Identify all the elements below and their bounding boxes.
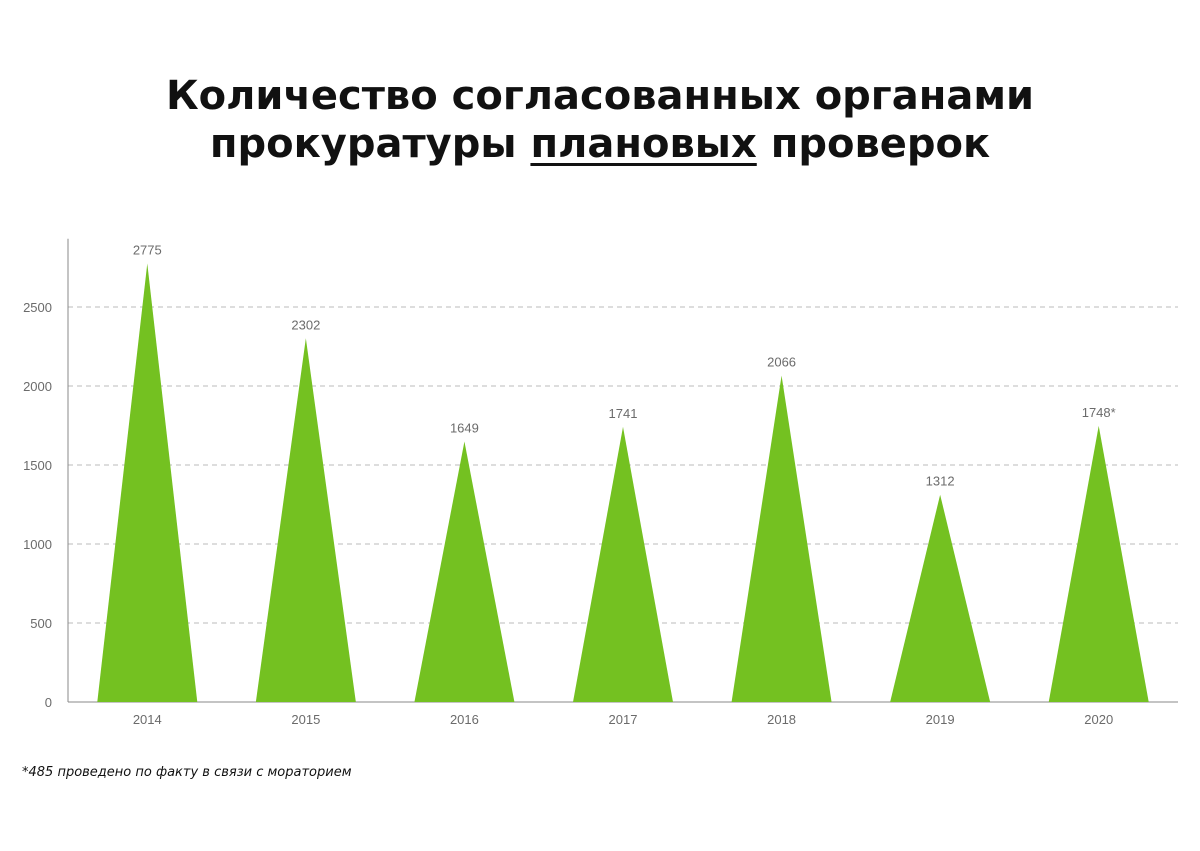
x-tick-label: 2015 — [291, 712, 320, 727]
triangle-bar-2015 — [255, 338, 356, 702]
triangle-bar-2017 — [573, 426, 673, 702]
x-tick-label: 2020 — [1084, 712, 1113, 727]
y-tick-label: 1500 — [23, 458, 52, 473]
chart-title-line-2-end: проверок — [756, 121, 991, 167]
triangle-bar-2020 — [1048, 425, 1149, 702]
triangle-bar-2018 — [731, 375, 832, 702]
chart-title-line-2: прокуратуры плановых проверок — [0, 120, 1200, 168]
data-label: 1649 — [450, 420, 479, 435]
y-tick-label: 2000 — [23, 379, 52, 394]
chart-title-line-2-start: прокуратуры — [209, 121, 531, 167]
data-label: 1312 — [926, 474, 955, 489]
data-label: 1748* — [1082, 405, 1116, 420]
footnote: *485 проведено по факту в связи с морато… — [22, 765, 352, 780]
chart-title-line-1: Количество согласованных органами — [165, 73, 1035, 119]
x-tick-label: 2017 — [609, 712, 638, 727]
x-tick-label: 2019 — [926, 712, 955, 727]
y-tick-label: 0 — [45, 695, 52, 710]
data-label: 2775 — [133, 243, 162, 258]
chart-title: Количество согласованных органами прокур… — [0, 72, 1200, 168]
triangle-bar-2019 — [890, 494, 991, 702]
y-tick-label: 500 — [30, 616, 52, 631]
data-label: 2302 — [291, 317, 320, 332]
triangle-bar-2014 — [97, 263, 198, 702]
y-tick-label: 2500 — [23, 300, 52, 315]
y-tick-label: 1000 — [23, 537, 52, 552]
x-tick-label: 2016 — [450, 712, 479, 727]
x-tick-label: 2018 — [767, 712, 796, 727]
triangle-bar-2016 — [414, 441, 515, 702]
chart-title-underlined-word: плановых — [530, 121, 757, 167]
x-tick-label: 2014 — [133, 712, 162, 727]
data-label: 1741 — [609, 406, 638, 421]
data-label: 2066 — [767, 355, 796, 370]
